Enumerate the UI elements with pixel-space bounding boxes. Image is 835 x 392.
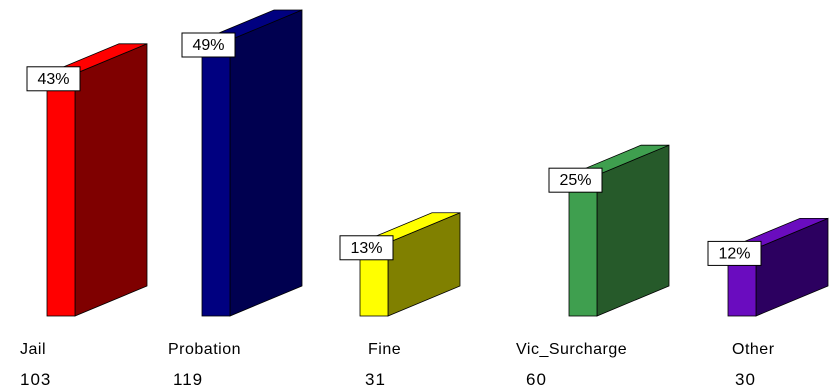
count-label: 119 bbox=[173, 370, 204, 389]
value-label: 12% bbox=[718, 245, 750, 262]
value-label-box bbox=[548, 167, 603, 193]
value-label-box bbox=[339, 235, 394, 261]
bar-probation: 49% bbox=[181, 9, 303, 317]
bar-jail: 43% bbox=[26, 43, 148, 317]
bar-front-face bbox=[568, 174, 598, 317]
bar-side-face bbox=[74, 43, 148, 317]
bar-fine: 13% bbox=[339, 212, 461, 317]
value-label: 13% bbox=[350, 240, 382, 257]
count-label: 31 bbox=[365, 370, 386, 389]
category-label: Jail bbox=[20, 341, 47, 358]
count-label: 60 bbox=[526, 370, 547, 389]
count-label: 30 bbox=[735, 370, 756, 389]
category-label: Other bbox=[732, 341, 775, 358]
category-label: Vic_Surcharge bbox=[516, 341, 628, 358]
bar-front-face bbox=[46, 73, 76, 317]
bar-other: 12% bbox=[707, 217, 829, 317]
value-label: 25% bbox=[559, 172, 591, 189]
bar-vic-surcharge: 25% bbox=[548, 144, 670, 317]
value-label: 49% bbox=[192, 37, 224, 54]
value-label-box bbox=[181, 32, 236, 58]
bar-side-face bbox=[229, 9, 303, 317]
category-label: Probation bbox=[168, 341, 241, 358]
count-label: 103 bbox=[20, 370, 52, 389]
value-label-box bbox=[707, 240, 762, 266]
value-label-box bbox=[26, 66, 81, 92]
bar-front-face bbox=[201, 39, 231, 317]
value-label: 43% bbox=[37, 71, 69, 88]
category-label: Fine bbox=[368, 341, 402, 358]
